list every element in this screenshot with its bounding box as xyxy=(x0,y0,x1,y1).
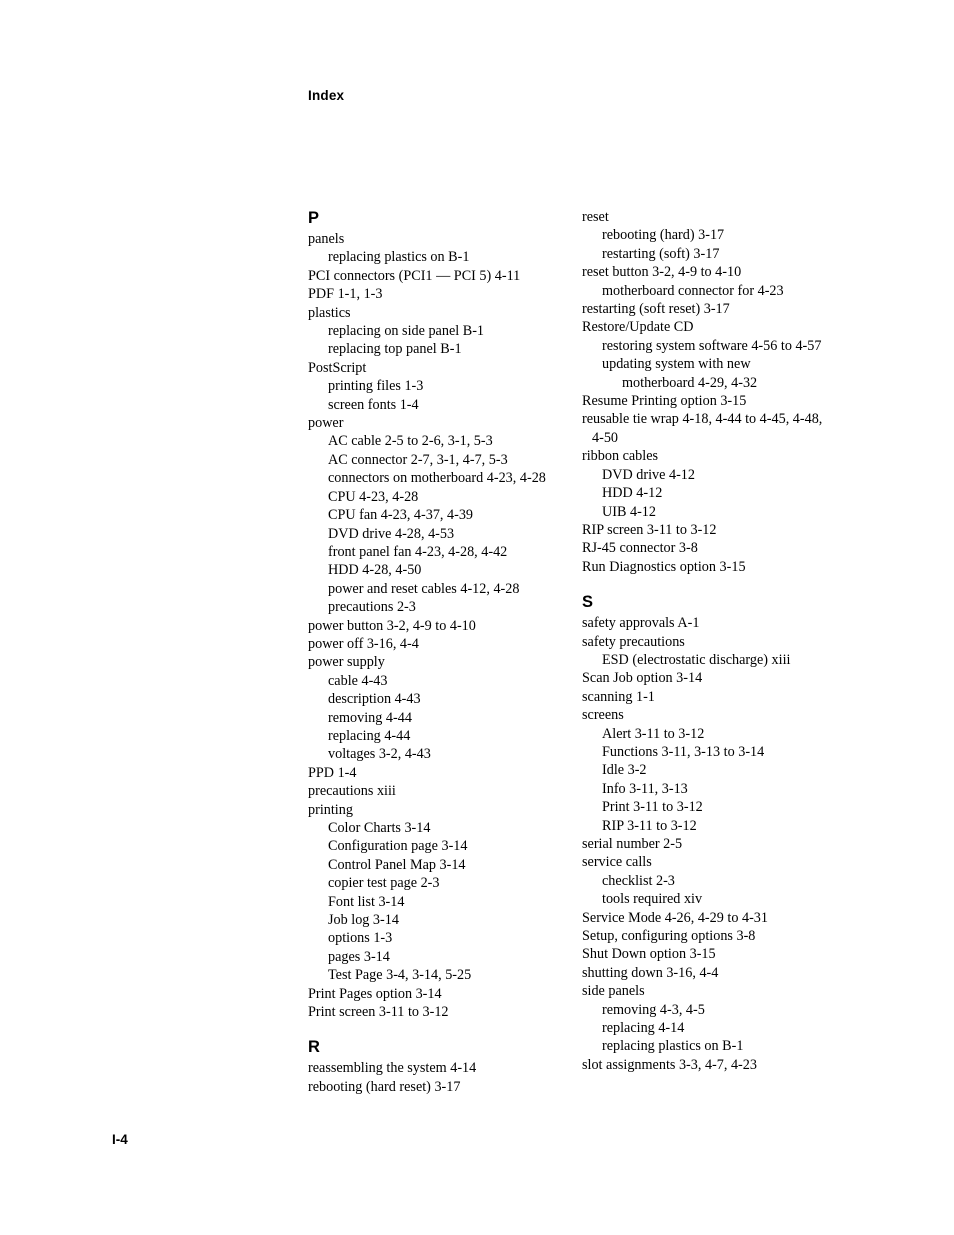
page-number: I-4 xyxy=(112,1132,128,1147)
index-entry: RIP screen 3-11 to 3-12 xyxy=(582,521,842,539)
index-entry: replacing 4-44 xyxy=(308,727,568,745)
index-entry: Print 3-11 to 3-12 xyxy=(582,798,842,816)
index-entry: slot assignments 3-3, 4-7, 4-23 xyxy=(582,1056,842,1074)
index-columns: Ppanelsreplacing plastics on B-1PCI conn… xyxy=(308,208,842,1096)
left-column: Ppanelsreplacing plastics on B-1PCI conn… xyxy=(308,208,568,1096)
index-entry: motherboard 4-29, 4-32 xyxy=(582,374,842,392)
index-entry: shutting down 3-16, 4-4 xyxy=(582,964,842,982)
index-entry: precautions 2-3 xyxy=(308,598,568,616)
index-entry: rebooting (hard reset) 3-17 xyxy=(308,1078,568,1096)
index-entry: CPU fan 4-23, 4-37, 4-39 xyxy=(308,506,568,524)
index-entry: DVD drive 4-28, 4-53 xyxy=(308,525,568,543)
index-entry: Control Panel Map 3-14 xyxy=(308,856,568,874)
section-letter: R xyxy=(308,1037,568,1057)
index-entry: restarting (soft) 3-17 xyxy=(582,245,842,263)
index-entry: HDD 4-28, 4-50 xyxy=(308,561,568,579)
index-entry: screen fonts 1-4 xyxy=(308,396,568,414)
index-entry: power button 3-2, 4-9 to 4-10 xyxy=(308,617,568,635)
index-entry: power off 3-16, 4-4 xyxy=(308,635,568,653)
index-entry: checklist 2-3 xyxy=(582,872,842,890)
index-entry: power and reset cables 4-12, 4-28 xyxy=(308,580,568,598)
index-entry: Setup, configuring options 3-8 xyxy=(582,927,842,945)
index-entry: reset xyxy=(582,208,842,226)
index-entry: motherboard connector for 4-23 xyxy=(582,282,842,300)
index-entry: UIB 4-12 xyxy=(582,503,842,521)
index-entry: panels xyxy=(308,230,568,248)
index-entry: PDF 1-1, 1-3 xyxy=(308,285,568,303)
index-entry: service calls xyxy=(582,853,842,871)
index-entry: Restore/Update CD xyxy=(582,318,842,336)
index-entry: Alert 3-11 to 3-12 xyxy=(582,725,842,743)
index-entry: removing 4-3, 4-5 xyxy=(582,1001,842,1019)
index-entry: Job log 3-14 xyxy=(308,911,568,929)
index-entry: safety precautions xyxy=(582,633,842,651)
index-entry: restoring system software 4-56 to 4-57 xyxy=(582,337,842,355)
index-entry: removing 4-44 xyxy=(308,709,568,727)
index-entry: RJ-45 connector 3-8 xyxy=(582,539,842,557)
index-entry: replacing on side panel B-1 xyxy=(308,322,568,340)
section-letter: S xyxy=(582,592,842,612)
index-entry: ribbon cables xyxy=(582,447,842,465)
index-entry: reassembling the system 4-14 xyxy=(308,1059,568,1077)
index-entry: PostScript xyxy=(308,359,568,377)
index-entry: Font list 3-14 xyxy=(308,893,568,911)
index-entry: screens xyxy=(582,706,842,724)
section-letter: P xyxy=(308,208,568,228)
index-entry: AC cable 2-5 to 2-6, 3-1, 5-3 xyxy=(308,432,568,450)
index-entry: precautions xiii xyxy=(308,782,568,800)
index-entry: Configuration page 3-14 xyxy=(308,837,568,855)
index-entry: ESD (electrostatic discharge) xiii xyxy=(582,651,842,669)
index-entry: Print Pages option 3-14 xyxy=(308,985,568,1003)
index-entry: replacing 4-14 xyxy=(582,1019,842,1037)
index-entry: PCI connectors (PCI1 — PCI 5) 4-11 xyxy=(308,267,568,285)
index-entry: Color Charts 3-14 xyxy=(308,819,568,837)
index-page: Index Ppanelsreplacing plastics on B-1PC… xyxy=(0,0,954,1235)
index-entry: scanning 1-1 xyxy=(582,688,842,706)
index-entry: replacing plastics on B-1 xyxy=(582,1037,842,1055)
index-entry: replacing plastics on B-1 xyxy=(308,248,568,266)
index-entry: front panel fan 4-23, 4-28, 4-42 xyxy=(308,543,568,561)
index-entry: Info 3-11, 3-13 xyxy=(582,780,842,798)
index-entry: power supply xyxy=(308,653,568,671)
index-entry: voltages 3-2, 4-43 xyxy=(308,745,568,763)
index-entry: power xyxy=(308,414,568,432)
index-entry: replacing top panel B-1 xyxy=(308,340,568,358)
index-entry: copier test page 2-3 xyxy=(308,874,568,892)
index-entry: Functions 3-11, 3-13 to 3-14 xyxy=(582,743,842,761)
running-header: Index xyxy=(308,88,344,103)
index-entry: side panels xyxy=(582,982,842,1000)
index-entry: plastics xyxy=(308,304,568,322)
index-entry: PPD 1-4 xyxy=(308,764,568,782)
index-entry: updating system with new xyxy=(582,355,842,373)
index-entry: CPU 4-23, 4-28 xyxy=(308,488,568,506)
index-entry: serial number 2-5 xyxy=(582,835,842,853)
index-entry: pages 3-14 xyxy=(308,948,568,966)
index-entry: Scan Job option 3-14 xyxy=(582,669,842,687)
index-entry: Shut Down option 3-15 xyxy=(582,945,842,963)
index-entry: connectors on motherboard 4-23, 4-28 xyxy=(308,469,568,487)
index-entry: safety approvals A-1 xyxy=(582,614,842,632)
index-entry: reset button 3-2, 4-9 to 4-10 xyxy=(582,263,842,281)
index-entry: Run Diagnostics option 3-15 xyxy=(582,558,842,576)
index-entry: Idle 3-2 xyxy=(582,761,842,779)
index-entry: DVD drive 4-12 xyxy=(582,466,842,484)
index-entry: RIP 3-11 to 3-12 xyxy=(582,817,842,835)
index-entry: description 4-43 xyxy=(308,690,568,708)
index-entry: 4-50 xyxy=(582,429,842,447)
index-entry: options 1-3 xyxy=(308,929,568,947)
right-column: resetrebooting (hard) 3-17restarting (so… xyxy=(582,208,842,1096)
index-entry: restarting (soft reset) 3-17 xyxy=(582,300,842,318)
index-entry: Print screen 3-11 to 3-12 xyxy=(308,1003,568,1021)
index-entry: printing files 1-3 xyxy=(308,377,568,395)
index-entry: reusable tie wrap 4-18, 4-44 to 4-45, 4-… xyxy=(582,410,842,428)
index-entry: Service Mode 4-26, 4-29 to 4-31 xyxy=(582,909,842,927)
index-entry: tools required xiv xyxy=(582,890,842,908)
index-entry: printing xyxy=(308,801,568,819)
index-entry: cable 4-43 xyxy=(308,672,568,690)
index-entry: HDD 4-12 xyxy=(582,484,842,502)
index-entry: AC connector 2-7, 3-1, 4-7, 5-3 xyxy=(308,451,568,469)
index-entry: rebooting (hard) 3-17 xyxy=(582,226,842,244)
index-entry: Test Page 3-4, 3-14, 5-25 xyxy=(308,966,568,984)
index-entry: Resume Printing option 3-15 xyxy=(582,392,842,410)
